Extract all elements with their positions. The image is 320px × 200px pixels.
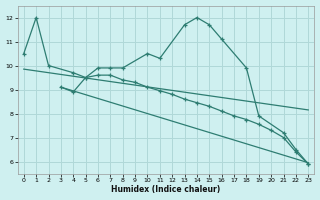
X-axis label: Humidex (Indice chaleur): Humidex (Indice chaleur): [111, 185, 221, 194]
